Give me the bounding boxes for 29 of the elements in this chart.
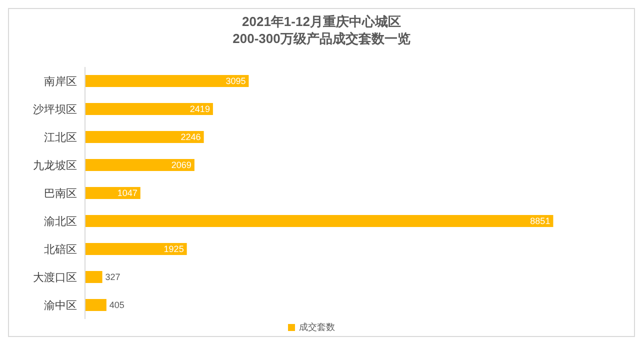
- data-label: 2246: [180, 132, 201, 142]
- data-label: 1925: [164, 244, 184, 254]
- bar: [85, 103, 213, 115]
- bar: [85, 299, 106, 311]
- data-label: 405: [109, 300, 124, 310]
- y-tick-label: 大渡口区: [33, 270, 77, 284]
- y-tick-label: 九龙坡区: [33, 158, 77, 172]
- data-label: 1047: [117, 188, 138, 198]
- data-label: 2069: [171, 160, 192, 170]
- y-tick-label: 渝中区: [44, 298, 77, 312]
- legend-label: 成交套数: [299, 322, 335, 332]
- bar: [85, 187, 140, 199]
- y-tick-label: 江北区: [44, 130, 77, 144]
- data-label: 2419: [190, 104, 210, 114]
- y-tick-label: 南岸区: [44, 74, 77, 88]
- y-tick-label: 渝北区: [44, 214, 77, 228]
- y-tick-label: 巴南区: [44, 186, 77, 200]
- bar: [85, 159, 194, 171]
- data-label: 327: [105, 272, 120, 282]
- chart-title: 2021年1-12月重庆中心城区 200-300万级产品成交套数一览: [232, 13, 412, 47]
- bar: [85, 243, 187, 255]
- y-tick-label: 沙坪坝区: [33, 102, 77, 116]
- bar: [85, 131, 204, 143]
- data-label: 8851: [530, 216, 550, 226]
- y-tick-label: 北碚区: [44, 242, 77, 256]
- bar: [85, 75, 249, 87]
- bar: [85, 215, 554, 227]
- data-label: 3095: [226, 76, 246, 86]
- bar: [85, 271, 102, 283]
